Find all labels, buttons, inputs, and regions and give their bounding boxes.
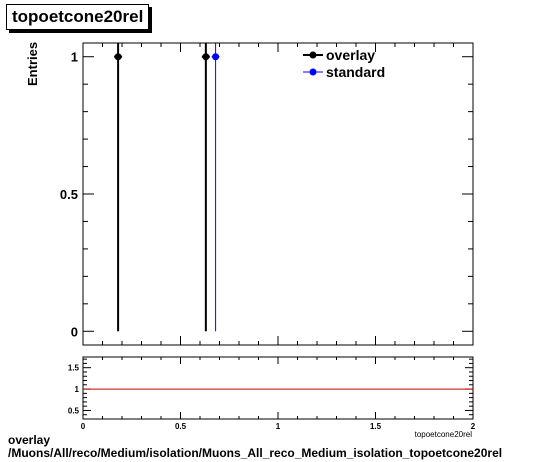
legend: overlay standard bbox=[303, 47, 385, 80]
ratio-axis-ticks: 0.511.50 0.5 1 1.5 2 bbox=[68, 357, 476, 431]
y-tick-label: 0.5 bbox=[60, 187, 78, 202]
main-plot-frame bbox=[82, 42, 474, 346]
ratio-plot-frame bbox=[82, 356, 474, 420]
main-axis-ticks: 00.51 bbox=[60, 43, 474, 345]
data-point-overlay bbox=[202, 53, 210, 61]
ratio-y-tick-label: 0.5 bbox=[68, 406, 80, 415]
legend-overlay-marker bbox=[309, 51, 317, 59]
ratio-y-tick-label: 1.5 bbox=[68, 364, 80, 373]
y-tick-label: 0 bbox=[71, 324, 78, 339]
footer-histogram-path: /Muons/All/reco/Medium/isolation/Muons_A… bbox=[8, 446, 503, 460]
ratio-x-tick-label: 1.5 bbox=[370, 422, 382, 431]
y-axis-label: Entries bbox=[25, 42, 40, 86]
main-data-marks bbox=[114, 43, 220, 332]
ratio-x-tick-label: 0 bbox=[81, 422, 86, 431]
data-point-overlay bbox=[114, 53, 122, 61]
chart-title: topoetcone20rel bbox=[6, 4, 150, 30]
ratio-y-tick-label: 1 bbox=[75, 385, 80, 394]
legend-standard-marker bbox=[309, 68, 317, 76]
legend-standard-label: standard bbox=[326, 64, 385, 80]
ratio-x-tick-label: 0.5 bbox=[175, 422, 187, 431]
legend-overlay-label: overlay bbox=[326, 47, 375, 63]
data-point-standard bbox=[212, 53, 220, 61]
ratio-x-tick-label: 2 bbox=[471, 422, 476, 431]
ratio-x-tick-label: 1 bbox=[276, 422, 281, 431]
y-tick-label: 1 bbox=[71, 50, 78, 65]
footer-dataset-label: overlay bbox=[8, 433, 51, 447]
ratio-x-axis-label: topoetcone20rel bbox=[415, 430, 473, 439]
